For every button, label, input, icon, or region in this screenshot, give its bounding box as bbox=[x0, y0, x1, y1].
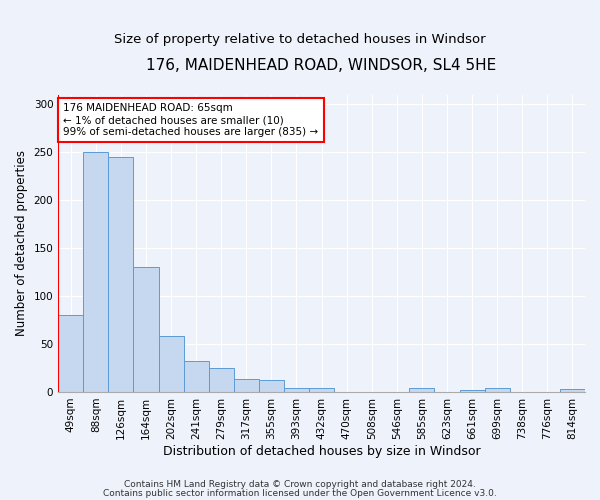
Bar bbox=[83, 152, 109, 392]
Bar bbox=[560, 389, 585, 392]
Bar bbox=[184, 362, 209, 392]
Text: Size of property relative to detached houses in Windsor: Size of property relative to detached ho… bbox=[114, 32, 486, 46]
Bar bbox=[309, 388, 334, 392]
Bar bbox=[409, 388, 434, 392]
Y-axis label: Number of detached properties: Number of detached properties bbox=[15, 150, 28, 336]
Text: Contains public sector information licensed under the Open Government Licence v3: Contains public sector information licen… bbox=[103, 489, 497, 498]
Bar bbox=[485, 388, 510, 392]
Bar bbox=[158, 336, 184, 392]
Title: 176, MAIDENHEAD ROAD, WINDSOR, SL4 5HE: 176, MAIDENHEAD ROAD, WINDSOR, SL4 5HE bbox=[146, 58, 497, 72]
Bar bbox=[209, 368, 234, 392]
Bar bbox=[234, 380, 259, 392]
Bar bbox=[259, 380, 284, 392]
Bar bbox=[460, 390, 485, 392]
Bar bbox=[133, 267, 158, 392]
Bar bbox=[58, 315, 83, 392]
Bar bbox=[109, 157, 133, 392]
X-axis label: Distribution of detached houses by size in Windsor: Distribution of detached houses by size … bbox=[163, 444, 481, 458]
Bar bbox=[284, 388, 309, 392]
Text: 176 MAIDENHEAD ROAD: 65sqm
← 1% of detached houses are smaller (10)
99% of semi-: 176 MAIDENHEAD ROAD: 65sqm ← 1% of detac… bbox=[64, 104, 319, 136]
Text: Contains HM Land Registry data © Crown copyright and database right 2024.: Contains HM Land Registry data © Crown c… bbox=[124, 480, 476, 489]
